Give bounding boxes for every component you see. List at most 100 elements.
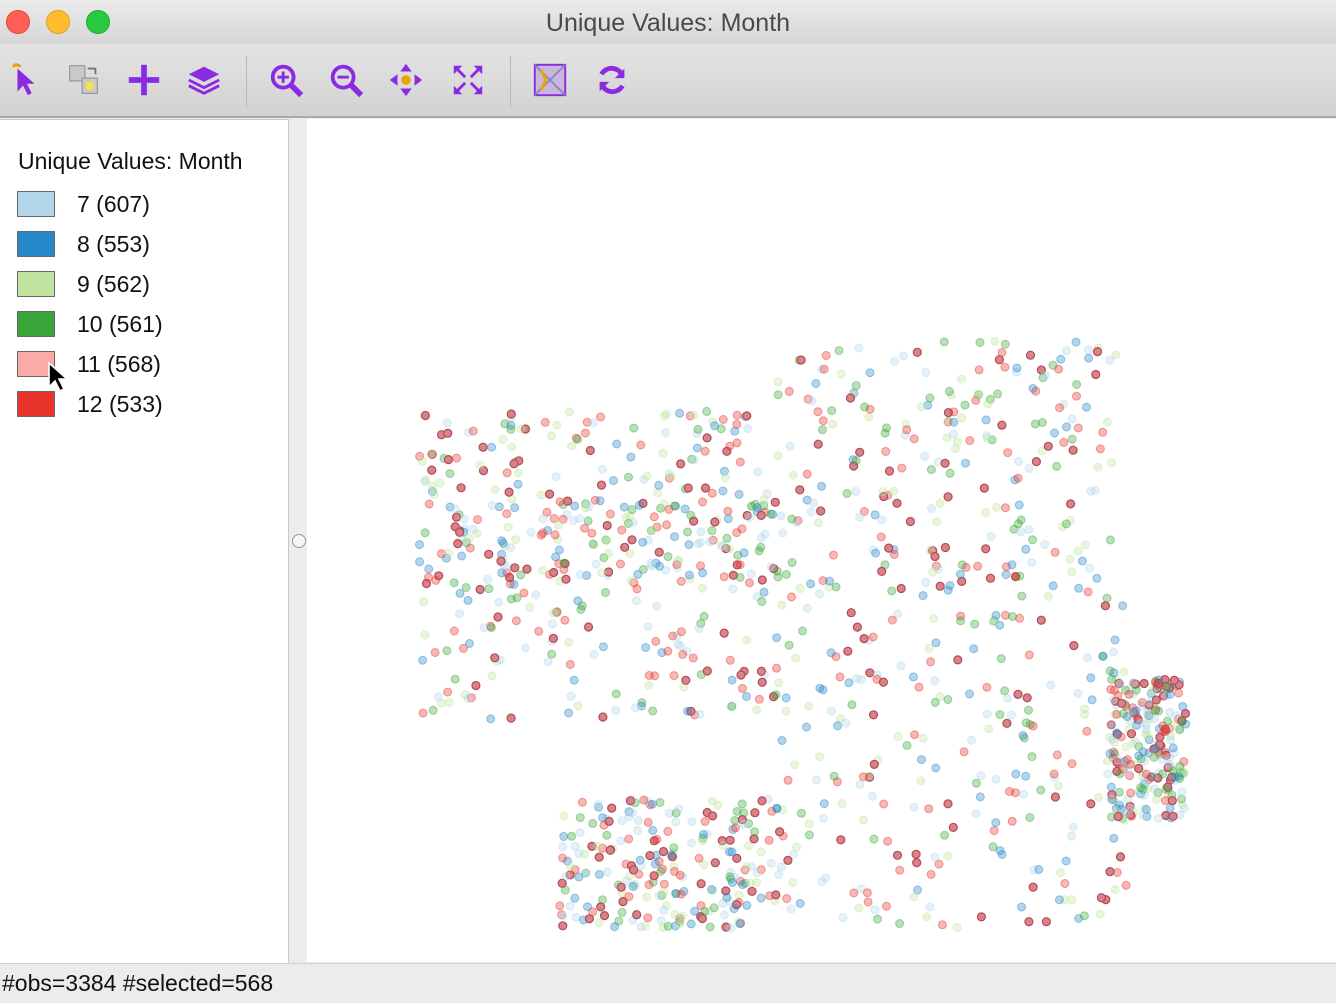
map-point[interactable] bbox=[1127, 706, 1137, 716]
map-point[interactable] bbox=[890, 357, 900, 366]
map-point[interactable] bbox=[725, 441, 735, 451]
map-point[interactable] bbox=[1011, 769, 1021, 779]
map-point[interactable] bbox=[983, 399, 993, 409]
map-point[interactable] bbox=[663, 921, 673, 931]
map-point[interactable] bbox=[719, 572, 729, 582]
map-point[interactable] bbox=[735, 560, 745, 570]
map-point[interactable] bbox=[654, 891, 664, 901]
map-point[interactable] bbox=[662, 901, 672, 911]
map-point[interactable] bbox=[463, 595, 473, 605]
map-point[interactable] bbox=[742, 900, 752, 910]
map-point[interactable] bbox=[718, 415, 728, 424]
map-point[interactable] bbox=[869, 759, 879, 770]
map-point[interactable] bbox=[1178, 800, 1187, 810]
map-point[interactable] bbox=[688, 653, 698, 663]
map-point[interactable] bbox=[953, 655, 963, 665]
map-point[interactable] bbox=[783, 855, 793, 866]
map-point[interactable] bbox=[1150, 677, 1160, 687]
map-point[interactable] bbox=[871, 548, 881, 558]
map-point[interactable] bbox=[795, 485, 805, 495]
map-point[interactable] bbox=[699, 830, 708, 839]
map-point[interactable] bbox=[494, 502, 504, 512]
map-point[interactable] bbox=[1160, 724, 1171, 734]
map-point[interactable] bbox=[829, 771, 839, 781]
map-point[interactable] bbox=[1141, 804, 1151, 814]
map-point[interactable] bbox=[650, 671, 660, 681]
map-point[interactable] bbox=[1067, 759, 1077, 769]
map-point[interactable] bbox=[587, 528, 597, 538]
map-point[interactable] bbox=[420, 410, 431, 421]
map-point[interactable] bbox=[1067, 434, 1077, 444]
map-point[interactable] bbox=[926, 869, 936, 879]
map-point[interactable] bbox=[1108, 735, 1118, 744]
map-point[interactable] bbox=[774, 678, 784, 688]
map-point[interactable] bbox=[1058, 522, 1067, 532]
map-point[interactable] bbox=[549, 608, 558, 618]
map-point[interactable] bbox=[644, 880, 654, 890]
map-point[interactable] bbox=[1014, 500, 1024, 510]
map-point[interactable] bbox=[581, 868, 591, 878]
map-point[interactable] bbox=[792, 518, 802, 527]
legend-swatch[interactable] bbox=[17, 311, 55, 337]
map-point[interactable] bbox=[612, 439, 622, 449]
map-point[interactable] bbox=[1144, 735, 1154, 745]
map-point[interactable] bbox=[1013, 519, 1023, 529]
map-point[interactable] bbox=[636, 861, 646, 871]
map-point[interactable] bbox=[974, 365, 984, 375]
map-point[interactable] bbox=[881, 447, 891, 456]
map-point[interactable] bbox=[567, 831, 577, 841]
map-point[interactable] bbox=[456, 483, 466, 493]
map-point[interactable] bbox=[1027, 752, 1037, 762]
map-point[interactable] bbox=[982, 431, 992, 441]
map-point[interactable] bbox=[427, 487, 437, 496]
map-point[interactable] bbox=[607, 803, 617, 813]
map-point[interactable] bbox=[930, 676, 940, 686]
map-point[interactable] bbox=[1025, 720, 1035, 729]
map-point[interactable] bbox=[795, 899, 805, 908]
map-point[interactable] bbox=[1174, 771, 1184, 781]
map-point[interactable] bbox=[659, 879, 669, 889]
map-point[interactable] bbox=[737, 814, 747, 825]
map-point[interactable] bbox=[1119, 763, 1129, 773]
map-point[interactable] bbox=[773, 377, 783, 387]
map-point[interactable] bbox=[772, 804, 782, 814]
map-point[interactable] bbox=[617, 907, 627, 917]
map-point[interactable] bbox=[452, 453, 462, 463]
map-point[interactable] bbox=[661, 565, 671, 575]
map-point[interactable] bbox=[925, 902, 935, 912]
map-point[interactable] bbox=[1107, 674, 1117, 684]
map-point[interactable] bbox=[924, 804, 934, 814]
map-point[interactable] bbox=[935, 581, 945, 591]
map-point[interactable] bbox=[628, 518, 638, 528]
map-point[interactable] bbox=[1021, 771, 1031, 781]
map-point[interactable] bbox=[445, 502, 455, 512]
map-point[interactable] bbox=[856, 884, 866, 894]
map-point[interactable] bbox=[639, 475, 649, 485]
map-point[interactable] bbox=[783, 775, 793, 785]
map-point[interactable] bbox=[732, 528, 742, 538]
map-point[interactable] bbox=[745, 878, 755, 888]
map-point[interactable] bbox=[1012, 363, 1022, 373]
map-point[interactable] bbox=[449, 578, 459, 588]
map-point[interactable] bbox=[1018, 731, 1028, 740]
map-point[interactable] bbox=[511, 616, 521, 626]
map-point[interactable] bbox=[748, 501, 758, 511]
map-point[interactable] bbox=[725, 872, 735, 882]
map-point[interactable] bbox=[683, 527, 693, 537]
map-point[interactable] bbox=[868, 545, 878, 555]
map-point[interactable] bbox=[777, 736, 787, 745]
map-point[interactable] bbox=[605, 845, 615, 855]
map-point[interactable] bbox=[1043, 441, 1053, 451]
map-point[interactable] bbox=[931, 638, 941, 648]
map-point[interactable] bbox=[441, 553, 451, 563]
map-point[interactable] bbox=[430, 648, 440, 657]
map-point[interactable] bbox=[788, 878, 798, 888]
map-point[interactable] bbox=[837, 799, 847, 809]
map-point[interactable] bbox=[1179, 757, 1189, 767]
map-point[interactable] bbox=[653, 488, 663, 498]
map-point[interactable] bbox=[418, 655, 428, 665]
map-point[interactable] bbox=[960, 400, 970, 410]
map-point[interactable] bbox=[561, 574, 571, 584]
map-point[interactable] bbox=[1050, 773, 1060, 783]
map-point[interactable] bbox=[732, 899, 742, 910]
